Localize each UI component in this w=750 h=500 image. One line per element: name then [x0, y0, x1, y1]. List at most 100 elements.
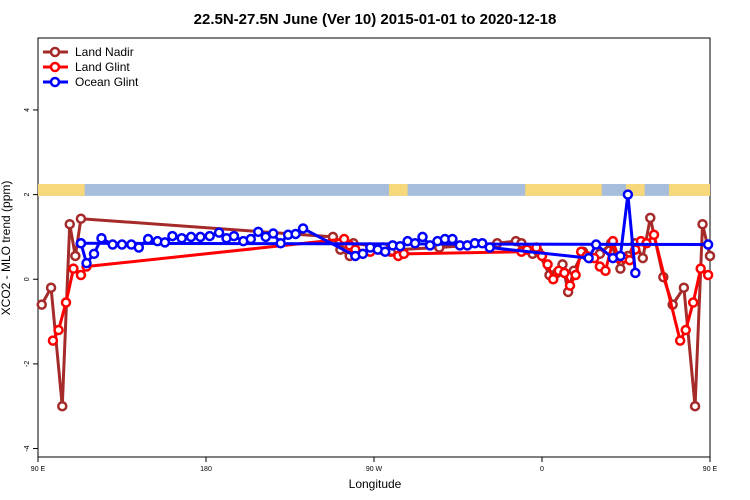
data-point [75, 238, 87, 249]
data-point [47, 335, 59, 346]
data-point [622, 189, 634, 200]
data-point [64, 218, 75, 230]
data-point [559, 267, 570, 279]
series-layer [36, 189, 716, 412]
band-land-segment [525, 184, 602, 196]
data-point [204, 230, 215, 242]
data-point [36, 299, 47, 310]
y-tick-label: 2 [24, 193, 31, 197]
y-axis: -4 -2 0 2 4 [24, 108, 38, 452]
data-point [674, 335, 686, 346]
data-point [245, 233, 257, 245]
data-point [379, 246, 391, 257]
legend-label: Land Glint [75, 60, 130, 74]
data-point [290, 228, 301, 240]
band-land-segment [626, 184, 645, 196]
data-point [68, 263, 79, 274]
y-axis-label: XCO2 - MLO trend (ppm) [0, 181, 13, 316]
x-tick-label: 180 [200, 466, 212, 473]
data-point [267, 228, 279, 239]
land-mask-band [38, 184, 710, 196]
band-ocean [38, 184, 710, 196]
data-point [645, 212, 656, 224]
y-tick-label: 0 [24, 277, 31, 281]
data-point [542, 259, 553, 270]
data-point [600, 265, 611, 277]
data-point [702, 239, 714, 250]
data-point [142, 233, 154, 245]
data-point [185, 231, 197, 243]
x-tick-label: 90 E [31, 466, 46, 473]
data-point [409, 238, 421, 249]
data-point [253, 226, 264, 238]
data-point [648, 229, 660, 241]
data-point [107, 239, 118, 250]
data-point [167, 230, 178, 242]
data-point [53, 324, 64, 336]
data-point [590, 239, 602, 250]
data-point [447, 233, 458, 245]
data-point [704, 250, 716, 262]
band-land-segment [38, 184, 85, 196]
data-point [213, 227, 225, 238]
data-point [394, 240, 406, 252]
y-tick-label: -2 [24, 361, 31, 367]
x-axis-label: Longitude [349, 477, 402, 491]
data-point [424, 240, 436, 251]
data-point [228, 230, 240, 242]
band-land-segment [388, 184, 408, 196]
data-point [297, 223, 309, 234]
data-point [45, 282, 57, 293]
data-point [159, 237, 171, 248]
x-tick-label: 90 W [366, 466, 383, 473]
data-point [81, 257, 92, 269]
data-point [570, 269, 581, 281]
data-point [687, 297, 699, 308]
data-point [702, 269, 714, 281]
series-line [79, 193, 637, 274]
data-point [88, 248, 100, 260]
x-axis: 90 E 180 90 W 0 90 E [31, 457, 718, 473]
legend-label: Land Nadir [75, 45, 134, 59]
data-point [75, 213, 87, 224]
data-point [630, 267, 641, 279]
legend-marker [49, 76, 61, 88]
data-point [57, 400, 68, 412]
data-point [195, 231, 206, 243]
data-point [357, 248, 369, 260]
data-point [75, 269, 87, 281]
series-ocean-glint [75, 189, 714, 279]
data-point [564, 280, 576, 291]
data-point [615, 263, 626, 274]
legend-marker [49, 61, 61, 73]
data-point [96, 232, 107, 244]
legend-marker [49, 46, 61, 58]
data-point [70, 250, 81, 262]
data-point [583, 252, 594, 264]
data-point [275, 238, 286, 249]
data-point [697, 218, 708, 230]
x-tick-label: 90 E [703, 466, 718, 473]
legend-label: Ocean Glint [75, 75, 139, 89]
data-point [484, 242, 495, 253]
x-tick-label: 0 [540, 466, 544, 473]
data-point [547, 273, 559, 285]
data-point [680, 324, 691, 336]
band-land-segment [668, 184, 710, 196]
data-point [60, 297, 72, 308]
data-point [637, 252, 649, 264]
data-point [176, 232, 187, 244]
y-tick-label: -4 [24, 445, 31, 451]
data-point [615, 250, 626, 262]
data-point [678, 282, 690, 293]
data-point [116, 239, 128, 250]
data-point [695, 263, 706, 274]
data-point [689, 400, 701, 412]
data-point [417, 231, 428, 243]
y-tick-label: 4 [24, 108, 31, 112]
data-point [133, 242, 145, 253]
chart-title: 22.5N-27.5N June (Ver 10) 2015-01-01 to … [194, 11, 557, 28]
data-point [477, 238, 488, 249]
